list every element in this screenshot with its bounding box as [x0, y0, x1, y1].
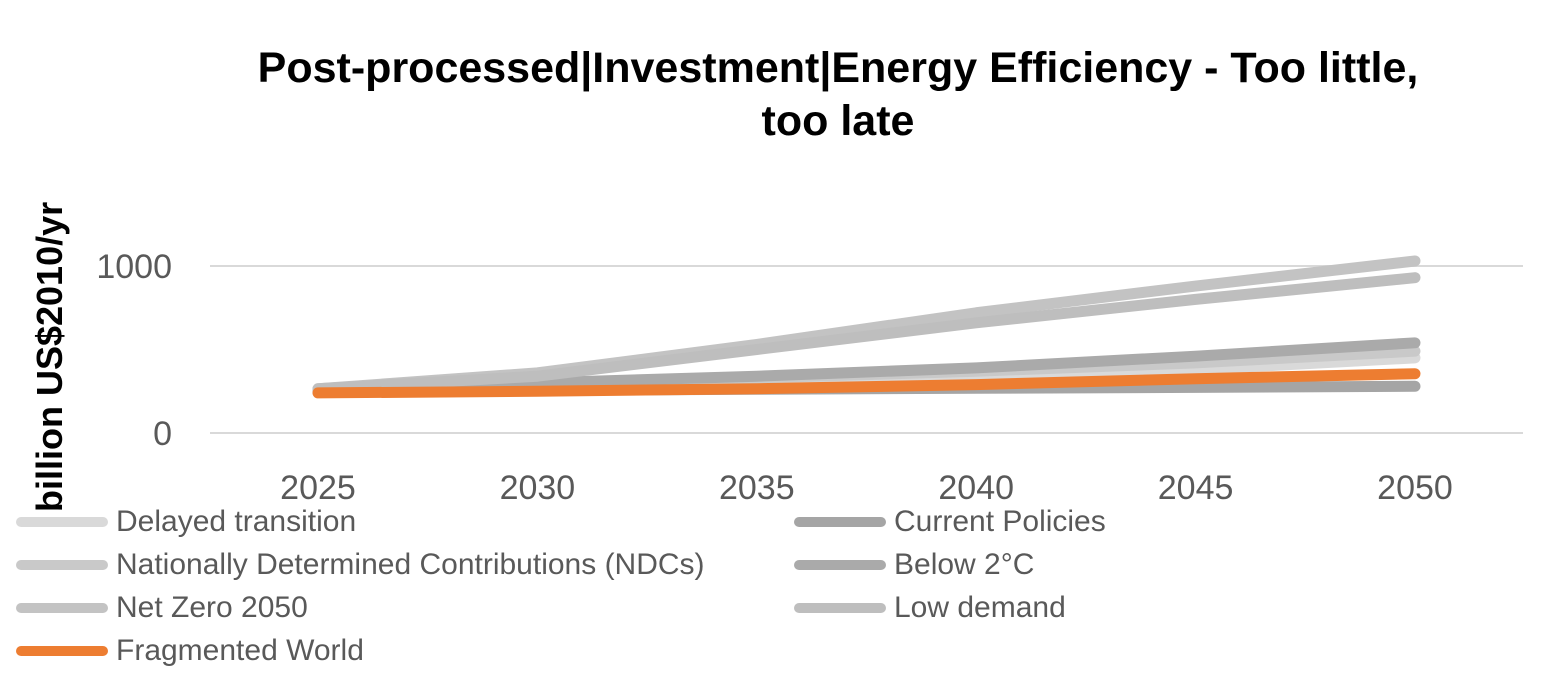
series-lines: [312, 255, 1421, 399]
legend-swatch: [794, 603, 886, 613]
x-tick-label: 2045: [1158, 469, 1234, 507]
y-tick-label: 1000: [96, 248, 172, 286]
chart-title: Post-processed|Investment|Energy Efficie…: [0, 42, 1559, 148]
legend-label: Below 2°C: [894, 548, 1035, 581]
legend-item: Low demand: [778, 591, 1066, 625]
x-tick-label: 2025: [280, 469, 356, 507]
legend-item: Net Zero 2050: [0, 591, 308, 625]
legend-label: Low demand: [894, 591, 1066, 624]
legend-swatch: [16, 560, 108, 570]
legend-item: Fragmented World: [0, 634, 364, 668]
y-axis-ticks: 0 1000: [96, 248, 172, 453]
legend-item: Current Policies: [778, 505, 1106, 539]
legend-item: Below 2°C: [778, 548, 1034, 582]
legend-swatch: [16, 603, 108, 613]
legend-swatch: [16, 517, 108, 527]
legend-item: Nationally Determined Contributions (NDC…: [0, 548, 705, 582]
series-line-low-demand: [312, 272, 1421, 395]
x-tick-label: 2030: [500, 469, 576, 507]
series-line-below-2-c: [312, 337, 1421, 396]
legend-label: Delayed transition: [116, 505, 357, 538]
series-line-fragmented-world: [312, 368, 1421, 399]
legend-swatch: [794, 517, 886, 527]
y-tick-label: 0: [153, 415, 172, 453]
chart-title-line-1: Post-processed|Investment|Energy Efficie…: [257, 44, 1419, 92]
x-axis-ticks: 2025 2030 2035 2040 2045 2050: [280, 469, 1453, 507]
x-tick-label: 2040: [938, 469, 1014, 507]
y-axis-title: billion US$2010/yr: [29, 202, 70, 512]
chart-title-line-2: too late: [761, 97, 915, 145]
legend-item: Delayed transition: [0, 505, 356, 539]
legend-label: Fragmented World: [116, 634, 364, 667]
gridlines: [210, 265, 1523, 434]
legend-swatch: [794, 560, 886, 570]
legend-label: Nationally Determined Contributions (NDC…: [116, 548, 705, 581]
legend-label: Net Zero 2050: [116, 591, 308, 624]
legend-swatch: [16, 646, 108, 656]
x-tick-label: 2035: [719, 469, 795, 507]
legend-label: Current Policies: [894, 505, 1106, 538]
x-tick-label: 2050: [1377, 469, 1453, 507]
